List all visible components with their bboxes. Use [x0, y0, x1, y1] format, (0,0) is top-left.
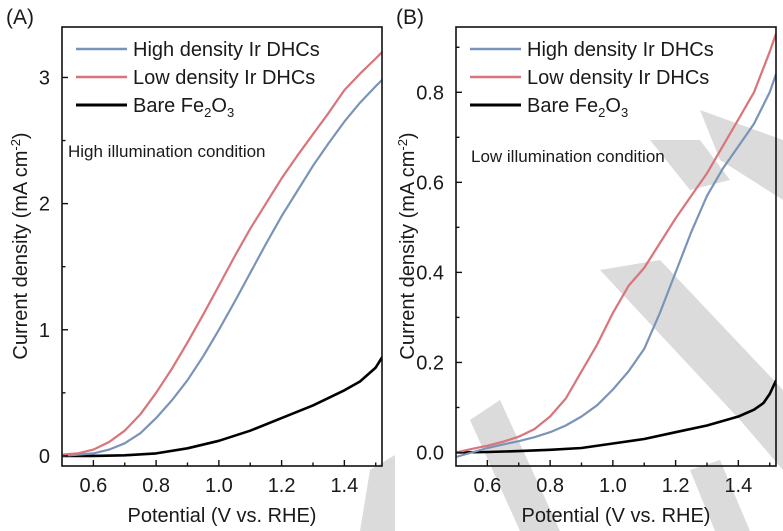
- plot-area-b: [456, 32, 776, 459]
- ticks-b: 0.6 0.8 1.0 1.2 1.4 0.0 0.2 0.4 0.6 0.8: [416, 46, 771, 497]
- y-tick-label: 0.6: [416, 172, 444, 194]
- series-line-low-density-ir-dhcs: [456, 32, 776, 454]
- x-axis-title-b: Potential (V vs. RHE): [522, 505, 711, 527]
- y-tick-label: 0.8: [416, 82, 444, 104]
- x-tick-label: 0.8: [536, 475, 564, 497]
- legend-label-low-density: Low density Ir DHCs: [133, 67, 315, 89]
- y-tick-label: 0.4: [416, 262, 444, 284]
- x-tick-label: 0.6: [79, 475, 107, 497]
- legend-label-low-density: Low density Ir DHCs: [527, 67, 709, 89]
- y-tick-label: 3: [39, 67, 50, 89]
- legend-a: High density Ir DHCs Low density Ir DHCs…: [76, 39, 320, 120]
- x-tick-label: 1.0: [599, 475, 627, 497]
- legend-b: High density Ir DHCs Low density Ir DHCs…: [470, 39, 714, 120]
- x-tick-label: 1.4: [724, 475, 752, 497]
- axes-frame-a: [61, 26, 383, 467]
- axes-frame-b: [455, 26, 777, 467]
- legend-label-high-density: High density Ir DHCs: [527, 39, 714, 61]
- legend-label-bare: Bare Fe2O3: [133, 95, 234, 120]
- x-tick-label: 1.0: [205, 475, 233, 497]
- annotation-b: Low illumination condition: [471, 147, 665, 166]
- series-line-bare-fe2o3: [456, 379, 776, 454]
- legend-label-high-density: High density Ir DHCs: [133, 39, 320, 61]
- panel-label-a: (A): [6, 6, 34, 29]
- y-axis-title-a: Current density (mA cm-2): [8, 132, 32, 359]
- y-tick-label: 0: [39, 446, 50, 468]
- x-tick-label: 1.2: [662, 475, 690, 497]
- x-axis-title-a: Potential (V vs. RHE): [128, 505, 317, 527]
- x-tick-label: 1.2: [268, 475, 296, 497]
- panel-label-b: (B): [396, 6, 424, 29]
- series-line-high-density-ir-dhcs: [456, 73, 776, 459]
- y-tick-label: 2: [39, 194, 50, 216]
- ticks-a: 0.6 0.8 1.0 1.2 1.4 0 1 2 3: [39, 67, 377, 497]
- x-tick-label: 0.8: [142, 475, 170, 497]
- panel-a: (A) 0.6 0.8 1.0 1.2 1.4 0 1 2 3 High density Ir …: [6, 6, 383, 527]
- legend-label-bare: Bare Fe2O3: [527, 95, 628, 120]
- y-tick-label: 1: [39, 320, 50, 342]
- series-line-low-density-ir-dhcs: [62, 51, 382, 456]
- panel-b: (B) 0.6 0.8 1.0 1.2 1.4 0.0 0.2 0.4 0.6 0.8 High …: [395, 6, 777, 527]
- x-tick-label: 1.4: [330, 475, 358, 497]
- y-tick-label: 0.2: [416, 352, 444, 374]
- series-line-bare-fe2o3: [62, 356, 382, 458]
- y-tick-label: 0.0: [416, 442, 444, 464]
- annotation-a: High illumination condition: [68, 142, 266, 161]
- y-axis-title-b: Current density (mA cm-2): [395, 132, 419, 359]
- series-line-high-density-ir-dhcs: [62, 78, 382, 457]
- x-tick-label: 0.6: [473, 475, 501, 497]
- plot-area-a: [62, 51, 382, 458]
